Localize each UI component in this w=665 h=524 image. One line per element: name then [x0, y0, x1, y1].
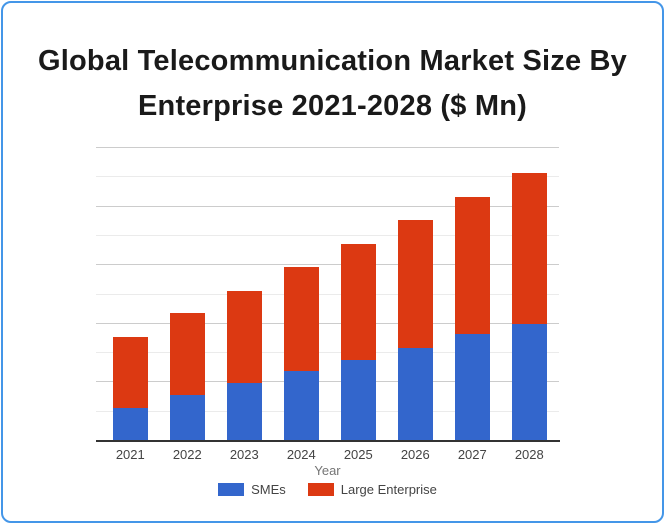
minor-gridline-500: [96, 410, 559, 412]
chart-title-line-1: Global Telecommunication Market Size By: [37, 45, 628, 77]
bar-2024-large-enterprise[interactable]: [283, 266, 319, 371]
chart-title: Global Telecommunication Market Size By …: [3, 39, 662, 129]
bar-2024-smes[interactable]: [283, 370, 319, 441]
x-tick-2021: 2021: [115, 447, 145, 462]
bar-2028-large-enterprise[interactable]: [511, 172, 547, 324]
bar-2022-smes[interactable]: [169, 395, 205, 441]
legend: SMEs Large Enterprise: [96, 481, 559, 497]
bar-2025-large-enterprise[interactable]: [340, 243, 376, 361]
legend-swatch-large-enterprise: [307, 482, 334, 496]
plot-area: [96, 147, 559, 441]
x-tick-2028: 2028: [514, 447, 544, 462]
bar-2027-large-enterprise[interactable]: [454, 196, 490, 335]
bar-2021-smes[interactable]: [112, 407, 148, 441]
x-axis-ticks: 2021 2022 2023 2024 2025 2026 2027 2028: [96, 447, 559, 462]
bar-2021-large-enterprise[interactable]: [112, 336, 148, 408]
x-tick-2027: 2027: [457, 447, 487, 462]
bar-2027-smes[interactable]: [454, 334, 490, 441]
bar-2026-smes[interactable]: [397, 348, 433, 441]
legend-label-large-enterprise: Large Enterprise: [340, 481, 437, 497]
chart-title-line-2: Enterprise 2021-2028 ($ Mn): [137, 90, 527, 122]
chart-area: 2021 2022 2023 2024 2025 2026 2027 2028 Year SM…: [3, 3, 662, 521]
bar-2022-large-enterprise[interactable]: [169, 313, 205, 395]
minor-gridline-4500: [96, 176, 559, 178]
x-tick-2026: 2026: [400, 447, 430, 462]
major-gridline-5000: [96, 147, 559, 148]
x-tick-2024: 2024: [286, 447, 316, 462]
x-tick-2022: 2022: [172, 447, 202, 462]
bar-2025-smes[interactable]: [340, 360, 376, 441]
minor-gridline-1500: [96, 352, 559, 354]
bar-2023-large-enterprise[interactable]: [226, 291, 262, 383]
legend-item-smes: SMEs: [218, 482, 286, 497]
major-gridline-1000: [96, 381, 559, 383]
legend-label-smes: SMEs: [251, 481, 286, 497]
minor-gridline-3500: [96, 234, 559, 236]
legend-item-large-enterprise: Large Enterprise: [307, 481, 437, 497]
x-axis-line: [96, 440, 560, 442]
minor-gridline-2500: [96, 293, 559, 295]
x-tick-2025: 2025: [343, 447, 373, 462]
major-gridline-4000: [96, 205, 559, 207]
legend-swatch-smes: [218, 482, 245, 496]
x-axis-title: Year: [314, 463, 341, 478]
bar-2026-large-enterprise[interactable]: [397, 220, 433, 349]
x-tick-2023: 2023: [229, 447, 259, 462]
bar-2028-smes[interactable]: [511, 323, 547, 441]
bar-2023-smes[interactable]: [226, 382, 262, 441]
major-gridline-2000: [96, 322, 559, 324]
major-gridline-3000: [96, 264, 559, 266]
